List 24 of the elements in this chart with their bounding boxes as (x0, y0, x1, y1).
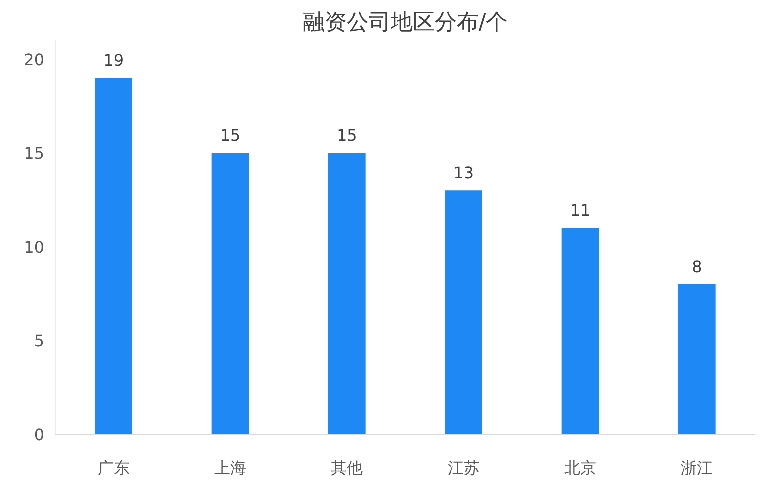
x-tick-label: 江苏 (448, 458, 480, 478)
x-tick-label: 广东 (98, 458, 130, 478)
bar (328, 153, 366, 434)
data-label: 15 (336, 126, 358, 146)
chart-title: 融资公司地区分布/个 (302, 10, 508, 36)
data-label: 8 (692, 257, 702, 276)
x-tick-label: 其他 (331, 458, 364, 478)
y-tick-label: 5 (34, 332, 45, 351)
y-tick-label: 0 (34, 426, 45, 444)
x-tick-label: 北京 (564, 458, 596, 478)
data-label: 13 (454, 164, 474, 183)
y-tick-label: 20 (24, 50, 44, 70)
y-tick-label: 10 (24, 238, 44, 257)
x-tick-label: 浙江 (681, 458, 714, 478)
bar (445, 190, 482, 434)
data-label: 11 (570, 201, 591, 220)
y-tick-label: 15 (24, 144, 44, 164)
bar (95, 78, 132, 434)
bar (562, 228, 600, 434)
data-label: 15 (220, 126, 241, 146)
bar (678, 284, 716, 434)
data-label: 19 (104, 51, 124, 70)
x-tick-label: 上海 (214, 458, 246, 478)
bar (212, 153, 250, 434)
